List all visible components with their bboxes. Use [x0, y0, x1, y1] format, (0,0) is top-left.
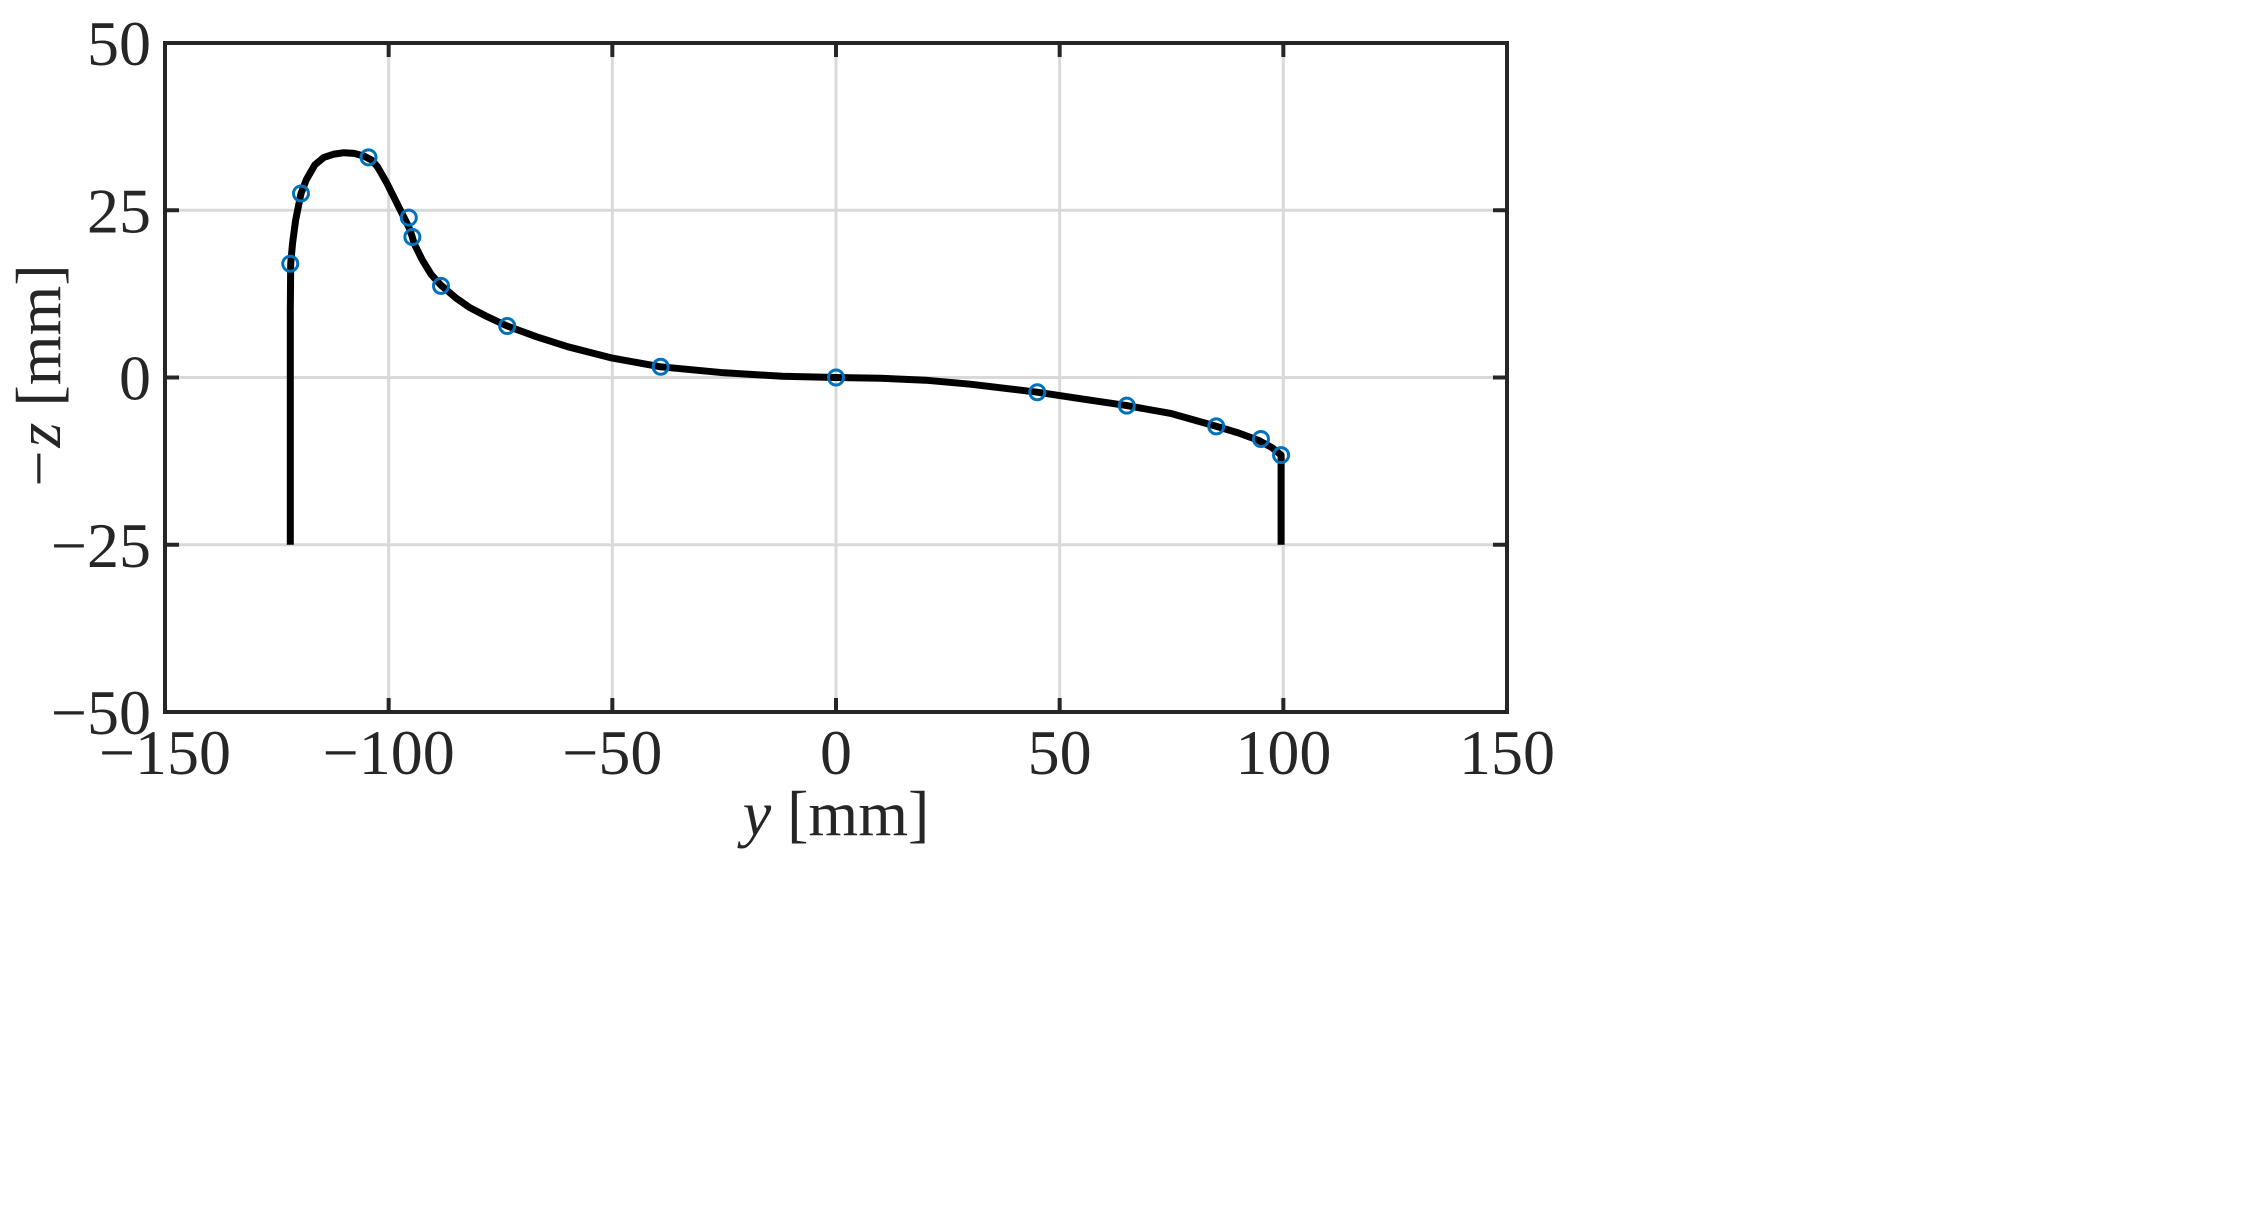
y-tick-label: 0	[119, 343, 151, 414]
data-point-marker	[432, 276, 451, 295]
data-point-marker	[651, 357, 670, 376]
x-tick-label: −150	[99, 717, 231, 788]
data-point-marker	[1117, 396, 1136, 415]
x-axis-title: y [mm]	[737, 778, 930, 849]
x-tick-label: −50	[562, 717, 662, 788]
data-point-marker	[1028, 383, 1047, 402]
y-tick-label: −50	[51, 677, 151, 748]
data-point-marker	[1251, 430, 1270, 449]
x-axis-title-unit: [mm]	[771, 778, 929, 849]
x-axis-title-variable: y	[737, 778, 772, 849]
data-point-marker	[827, 368, 845, 387]
y-axis-title: −z [mm]	[3, 264, 74, 490]
y-axis-ticks: −50 −25 0 25 50	[51, 8, 1507, 748]
x-tick-label: 50	[1028, 717, 1092, 788]
x-axis-ticks: −150 −100 −50 0 50 100 150	[99, 43, 1555, 788]
x-tick-label: 100	[1235, 717, 1331, 788]
data-point-marker	[359, 148, 378, 167]
y-axis-title-variable: −z	[3, 422, 74, 490]
data-point-marker	[281, 254, 300, 273]
data-point-marker	[1272, 446, 1291, 465]
plot-series	[281, 148, 1291, 545]
profile-curve	[286, 149, 1285, 545]
data-point-marker	[291, 184, 310, 203]
x-tick-label: 0	[820, 717, 852, 788]
x-tick-label: 150	[1459, 717, 1555, 788]
y-tick-label: −25	[51, 510, 151, 581]
data-point-marker	[403, 228, 422, 247]
data-point-marker	[399, 208, 418, 227]
y-tick-label: 25	[87, 175, 151, 246]
y-axis-title-unit: [mm]	[3, 264, 74, 422]
data-point-marker	[1207, 417, 1226, 436]
data-point-marker	[498, 316, 517, 335]
x-tick-label: −100	[323, 717, 455, 788]
y-tick-label: 50	[87, 8, 151, 79]
